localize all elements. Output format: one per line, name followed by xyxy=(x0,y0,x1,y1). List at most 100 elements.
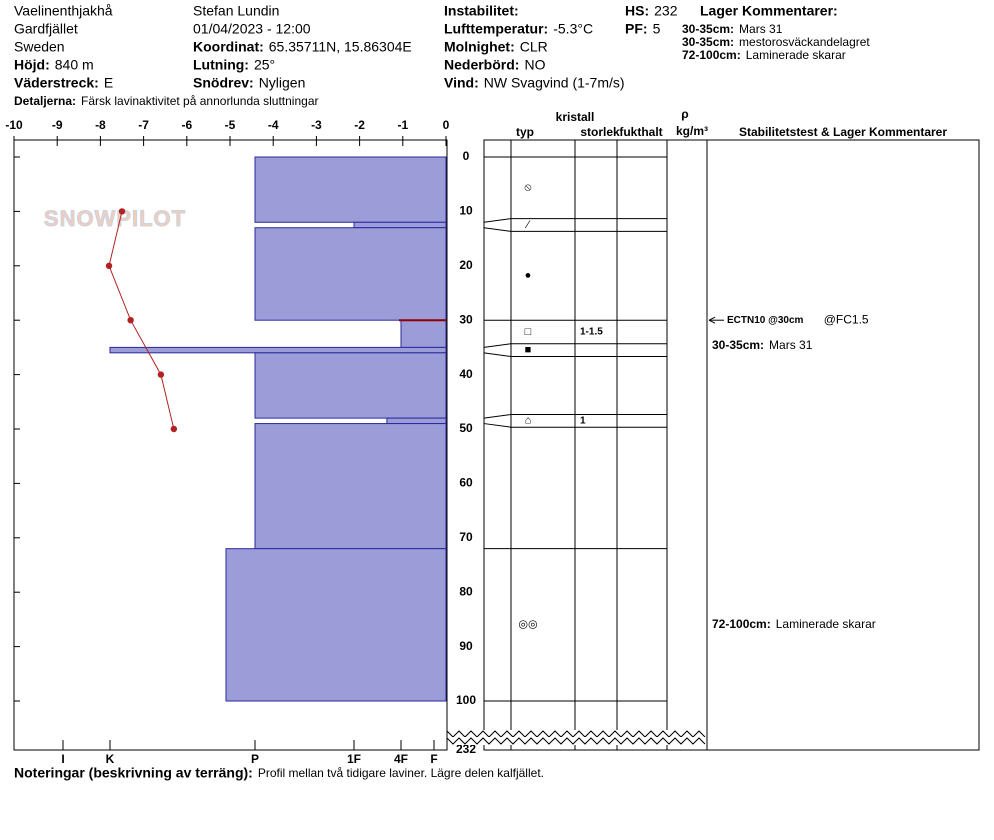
header-field-value: NW Svagvind (1-7m/s) xyxy=(484,75,625,91)
y-tick-label: 0 xyxy=(463,149,470,163)
header-field-value: Gardfjället xyxy=(14,21,78,37)
hardness-tick-label: 1F xyxy=(347,752,361,766)
y-tick-label: 80 xyxy=(459,584,473,598)
x-tick-label: 0 xyxy=(443,118,450,132)
grain-size: 1 xyxy=(580,415,586,426)
header-field-value: NO xyxy=(524,57,545,73)
x-tick-label: -6 xyxy=(181,118,192,132)
hardness-tick-label: P xyxy=(251,752,259,766)
y-tick-label: 50 xyxy=(459,421,473,435)
x-tick-label: -8 xyxy=(95,118,106,132)
temperature-line xyxy=(108,211,175,430)
column-header: Stabilitetstest & Lager Kommentarer xyxy=(739,125,947,139)
axis-break xyxy=(446,730,706,738)
header-field-label: Lufttemperatur: xyxy=(444,21,548,37)
header-field-value: Vaelinenthjakhå xyxy=(14,3,113,19)
logo: SNOWPILOT xyxy=(44,206,186,231)
x-tick-label: -10 xyxy=(5,118,23,132)
hs-label: 232 xyxy=(456,742,476,756)
header-field-value: 232 xyxy=(654,3,678,19)
header-field-value: 5 xyxy=(653,21,661,37)
layer-comment-value: Mars 31 xyxy=(769,338,813,352)
hardness-bar xyxy=(353,221,447,229)
details-label: Detaljerna: xyxy=(14,94,76,108)
grain-type: ⌂ xyxy=(525,415,532,427)
test-arrow-head xyxy=(708,316,716,324)
header-field-value: E xyxy=(104,75,113,91)
layer-comment-value: Laminerade skarar xyxy=(776,617,876,631)
layer-comment-label: 72-100cm: xyxy=(682,48,741,62)
header-field-value: Stefan Lundin xyxy=(193,3,279,19)
footer-label: Noteringar (beskrivning av terräng): xyxy=(14,765,253,781)
layer-connector xyxy=(483,218,512,223)
header-field-label: Lutning: xyxy=(193,57,249,73)
test-value: @FC1.5 xyxy=(824,312,869,326)
layer-comments-title: Lager Kommentarer: xyxy=(700,3,838,19)
header-field-value: 01/04/2023 - 12:00 xyxy=(193,21,311,37)
header-field-label: PF: xyxy=(625,21,648,37)
test-label: ECTN10 @30cm xyxy=(727,315,804,326)
temperature-point xyxy=(170,425,178,433)
header-field-label: Höjd: xyxy=(14,57,50,73)
x-tick-label: -9 xyxy=(52,118,63,132)
header-field-value: Nyligen xyxy=(259,75,306,91)
hardness-bar xyxy=(109,346,447,354)
x-tick-label: -2 xyxy=(354,118,365,132)
grain-type: □ xyxy=(525,326,532,338)
header-field-label: HS: xyxy=(625,3,649,19)
break-mask xyxy=(448,730,706,738)
grain-type: ⦸ xyxy=(524,182,531,194)
hardness-bar xyxy=(254,423,447,550)
hardness-bar xyxy=(254,352,447,419)
column-header: storlek xyxy=(580,125,620,139)
header-field-value: -5.3°C xyxy=(553,21,593,37)
y-tick-label: 30 xyxy=(459,312,473,326)
y-tick-label: 10 xyxy=(459,204,473,218)
header-field-value: 65.35711N, 15.86304E xyxy=(269,39,412,55)
hardness-tick-label: F xyxy=(430,752,437,766)
x-tick-label: -1 xyxy=(397,118,408,132)
y-tick-label: 60 xyxy=(459,476,473,490)
layer-comment-value: mestorosväckandelagret xyxy=(739,35,870,49)
footer-value: Profil mellan två tidigare laviner. Lägr… xyxy=(258,766,544,780)
header-field-label: Molnighet: xyxy=(444,39,515,55)
hardness-bar xyxy=(225,548,447,702)
temperature-point xyxy=(105,262,113,269)
y-tick-label: 90 xyxy=(459,639,473,653)
temperature-point xyxy=(157,371,165,378)
header-field-label: Snödrev: xyxy=(193,75,254,91)
hardness-bar xyxy=(254,156,447,223)
layer-comment-label: 30-35cm: xyxy=(682,22,734,36)
hardness-tick-label: I xyxy=(61,752,64,766)
x-tick-label: -3 xyxy=(311,118,322,132)
header-field-value: CLR xyxy=(520,39,548,55)
column-header: ρ xyxy=(681,107,688,121)
comment-frame xyxy=(706,139,980,751)
y-tick-label: 100 xyxy=(456,693,476,707)
column-header: typ xyxy=(516,125,534,139)
hardness-tick-label: K xyxy=(106,752,115,766)
header-field-label: Vind: xyxy=(444,75,479,91)
grain-type: ⁄ xyxy=(524,219,531,231)
temperature-point xyxy=(118,208,126,215)
layer-comment-label: 30-35cm: xyxy=(682,35,734,49)
temperature-point xyxy=(127,317,134,324)
grain-type: ◎◎ xyxy=(518,619,537,631)
layer-comment-value: Laminerade skarar xyxy=(746,48,846,62)
header-field-label: Nederbörd: xyxy=(444,57,519,73)
y-tick-label: 70 xyxy=(459,530,473,544)
hardness-bar xyxy=(254,227,447,321)
layer-connector xyxy=(483,423,512,428)
axis-break xyxy=(446,737,706,745)
hardness-bar xyxy=(400,319,447,348)
grain-type: ● xyxy=(525,270,532,282)
details-value: Färsk lavinaktivitet på annorlunda slutt… xyxy=(81,94,318,108)
grain-size: 1-1.5 xyxy=(580,327,603,338)
header-field-label: Koordinat: xyxy=(193,39,264,55)
header-field-value: Sweden xyxy=(14,39,65,55)
grain-type: ■ xyxy=(525,344,532,356)
header-field-value: 840 m xyxy=(55,57,94,73)
header-field-label: Väderstreck: xyxy=(14,75,99,91)
y-tick-label: 20 xyxy=(459,258,473,272)
